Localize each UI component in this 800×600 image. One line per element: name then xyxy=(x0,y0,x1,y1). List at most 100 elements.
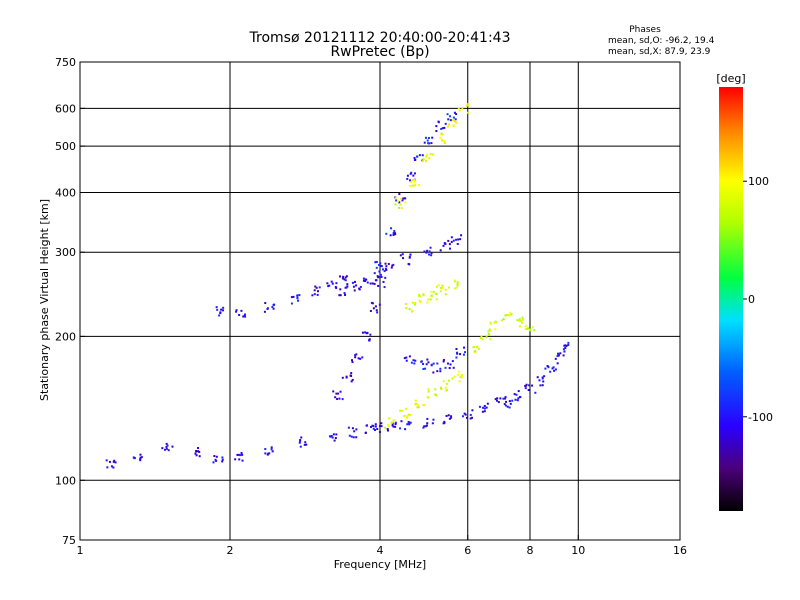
data-point xyxy=(344,276,347,279)
data-point xyxy=(448,243,451,246)
data-point xyxy=(444,288,447,291)
data-point xyxy=(529,329,532,332)
data-point xyxy=(140,456,143,459)
data-point xyxy=(430,364,433,367)
data-point xyxy=(403,357,406,360)
data-point xyxy=(425,251,428,254)
data-point xyxy=(479,337,482,340)
data-point xyxy=(446,362,449,365)
data-points xyxy=(105,102,570,469)
data-point xyxy=(375,260,378,263)
data-point xyxy=(353,289,356,292)
data-point xyxy=(351,359,354,362)
data-point xyxy=(114,461,117,464)
x-tick-label: 16 xyxy=(673,544,687,557)
data-point xyxy=(409,253,412,256)
data-point xyxy=(434,388,437,391)
data-point xyxy=(461,107,464,110)
data-point xyxy=(405,359,408,362)
data-point xyxy=(332,390,335,393)
data-point xyxy=(221,458,224,461)
data-point xyxy=(345,375,348,378)
data-point xyxy=(414,302,417,305)
data-point xyxy=(358,288,361,291)
data-point xyxy=(385,232,388,235)
data-point xyxy=(387,423,390,426)
y-tick-label: 100 xyxy=(55,474,76,487)
data-point xyxy=(387,262,390,265)
data-point xyxy=(480,335,483,338)
data-point xyxy=(398,193,401,196)
data-point xyxy=(105,459,108,462)
data-point xyxy=(241,459,244,462)
data-point xyxy=(420,301,423,304)
data-point xyxy=(437,121,440,124)
data-point xyxy=(427,136,430,139)
data-point xyxy=(405,356,408,359)
data-point xyxy=(345,286,348,289)
data-point xyxy=(378,270,381,273)
data-point xyxy=(330,280,333,283)
data-point xyxy=(489,321,492,324)
data-point xyxy=(434,393,437,396)
data-point xyxy=(447,286,450,289)
data-point xyxy=(453,120,456,123)
data-point xyxy=(344,293,347,296)
data-point xyxy=(408,255,411,258)
data-point xyxy=(406,416,409,419)
data-point xyxy=(364,280,367,283)
data-point xyxy=(450,416,453,419)
data-point xyxy=(416,406,419,409)
data-point xyxy=(524,324,527,327)
data-point xyxy=(405,302,408,305)
data-point xyxy=(565,344,568,347)
y-tick-label: 300 xyxy=(55,246,76,259)
data-point xyxy=(334,437,337,440)
data-point xyxy=(422,160,425,163)
data-point xyxy=(524,387,527,390)
data-point xyxy=(427,142,430,145)
data-point xyxy=(351,427,354,430)
data-point xyxy=(387,425,390,428)
y-tick-label: 750 xyxy=(55,56,76,69)
data-point xyxy=(139,457,142,460)
data-point xyxy=(410,361,413,364)
data-point xyxy=(500,319,503,322)
data-point xyxy=(113,459,116,462)
data-point xyxy=(465,416,468,419)
data-point xyxy=(376,311,379,314)
x-tick-label: 1 xyxy=(77,544,84,557)
data-point xyxy=(372,307,375,310)
y-tick-label: 200 xyxy=(55,330,76,343)
data-point xyxy=(165,442,168,445)
data-point xyxy=(485,336,488,339)
data-point xyxy=(385,268,388,271)
data-point xyxy=(353,280,356,283)
data-point xyxy=(171,445,174,448)
data-point xyxy=(355,284,358,287)
data-point xyxy=(394,425,397,428)
data-point xyxy=(436,362,439,365)
data-point xyxy=(300,436,303,439)
data-point xyxy=(406,415,409,418)
data-point xyxy=(456,284,459,287)
data-point xyxy=(442,244,445,247)
data-point xyxy=(448,417,451,420)
data-point xyxy=(449,115,452,118)
data-point xyxy=(218,314,221,317)
data-point xyxy=(504,404,507,407)
data-point xyxy=(483,407,486,410)
data-point xyxy=(424,136,427,139)
data-point xyxy=(354,356,357,359)
x-tick-label: 2 xyxy=(227,544,234,557)
data-point xyxy=(435,292,438,295)
data-point xyxy=(455,121,458,124)
data-point xyxy=(432,418,435,421)
data-point xyxy=(509,402,512,405)
data-point xyxy=(422,292,425,295)
data-point xyxy=(426,417,429,420)
data-point xyxy=(311,294,314,297)
data-point xyxy=(392,419,395,422)
data-point xyxy=(448,367,451,370)
